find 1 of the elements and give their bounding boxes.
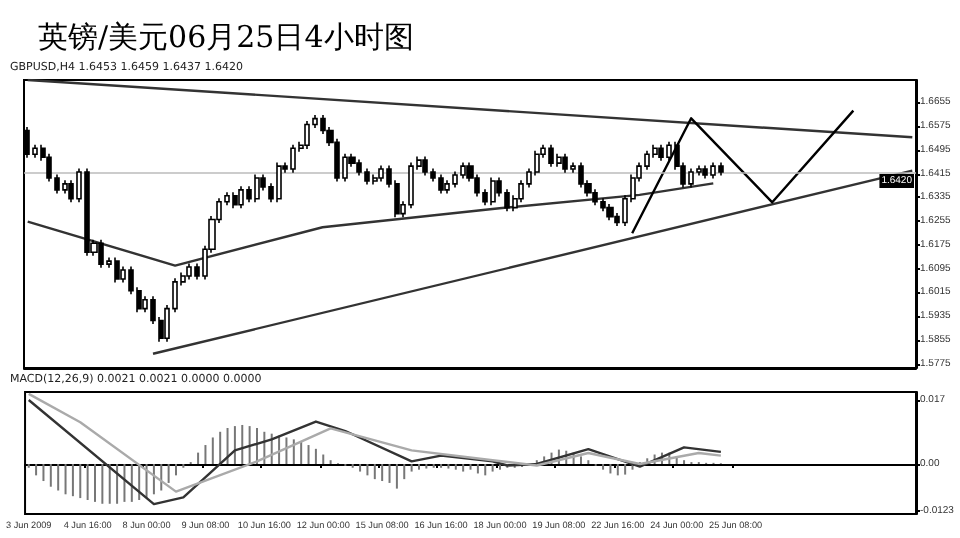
- chart-title: 英镑/美元06月25日4小时图: [38, 19, 414, 55]
